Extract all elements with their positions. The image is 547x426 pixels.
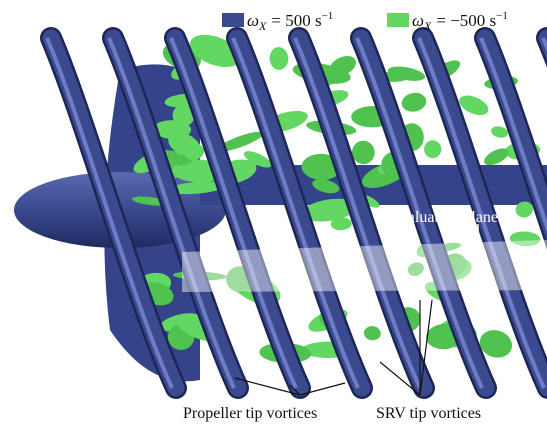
legend-text: ωX = −500 s−1 [412,10,508,33]
legend-part: −1 [322,10,334,22]
legend-part: = 500 s [271,11,321,30]
green-blob [269,47,289,71]
propeller-label: Propeller tip vortices [183,405,317,422]
legend-text: ωX = 500 s−1 [247,10,333,33]
legend-swatch [222,13,244,27]
legend-swatch [387,13,409,27]
legend-part: −1 [496,10,508,22]
legend-part: ω [412,11,424,30]
legend-part: X [423,19,432,33]
srv-label: SRV tip vortices [376,405,481,422]
green-blob [400,91,428,114]
green-blob [363,325,381,341]
legend-part: ω [247,11,259,30]
legend-part: X [258,19,267,33]
legend-part: = −500 s [436,11,496,30]
green-blob [424,140,442,159]
figure: Evaluation plane Propeller tip vortices … [0,0,547,426]
evaluation-plane-label: Evaluation plane [390,209,498,226]
